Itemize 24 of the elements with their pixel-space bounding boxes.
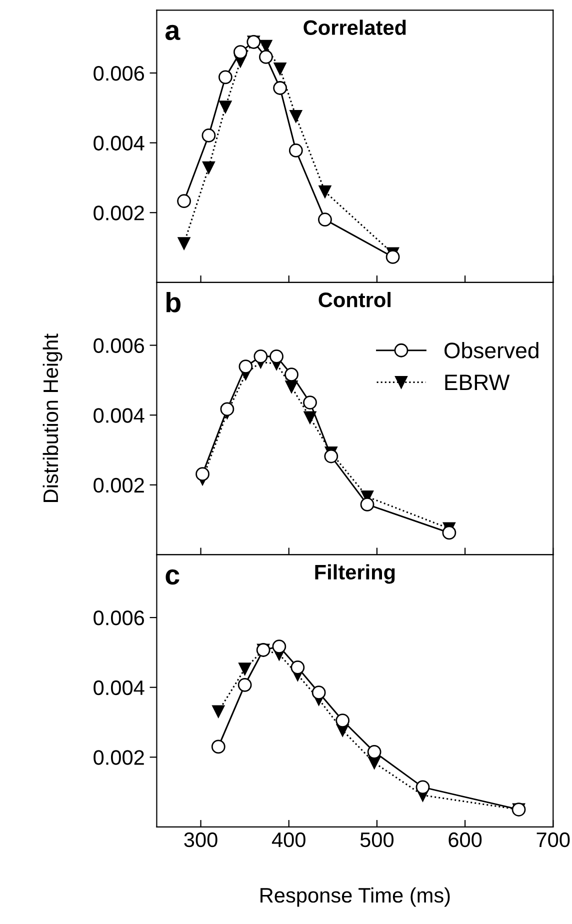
y-tick-label: 0.002	[94, 478, 144, 493]
legend-label: Observed	[444, 342, 538, 358]
annotation: c	[166, 569, 180, 585]
y-tick-label: 0.002	[94, 750, 144, 765]
y-tick-label: 0.006	[94, 66, 144, 81]
chart-title: Filtering	[315, 564, 395, 584]
legend-label: EBRW	[445, 374, 510, 390]
x-tick-label: 400	[272, 832, 306, 848]
chart-title: Control	[318, 292, 390, 308]
x-axis-title: Response Time (ms)	[260, 887, 450, 907]
y-tick-label: 0.006	[94, 610, 144, 626]
x-tick-label: 700	[536, 832, 570, 848]
annotation: a	[165, 24, 180, 40]
x-tick-label: 500	[360, 832, 394, 848]
chart-title: Correlated	[304, 20, 406, 35]
y-tick-label: 0.004	[94, 680, 144, 696]
y-tick-label: 0.004	[94, 136, 144, 151]
x-tick-label: 600	[448, 832, 482, 848]
y-tick-label: 0.004	[94, 408, 144, 423]
x-tick-label: 300	[184, 832, 218, 848]
annotation: b	[166, 292, 180, 312]
y-axis-title: Distribution Height	[42, 334, 62, 502]
y-tick-label: 0.006	[94, 338, 144, 354]
y-tick-label: 0.002	[94, 206, 144, 220]
